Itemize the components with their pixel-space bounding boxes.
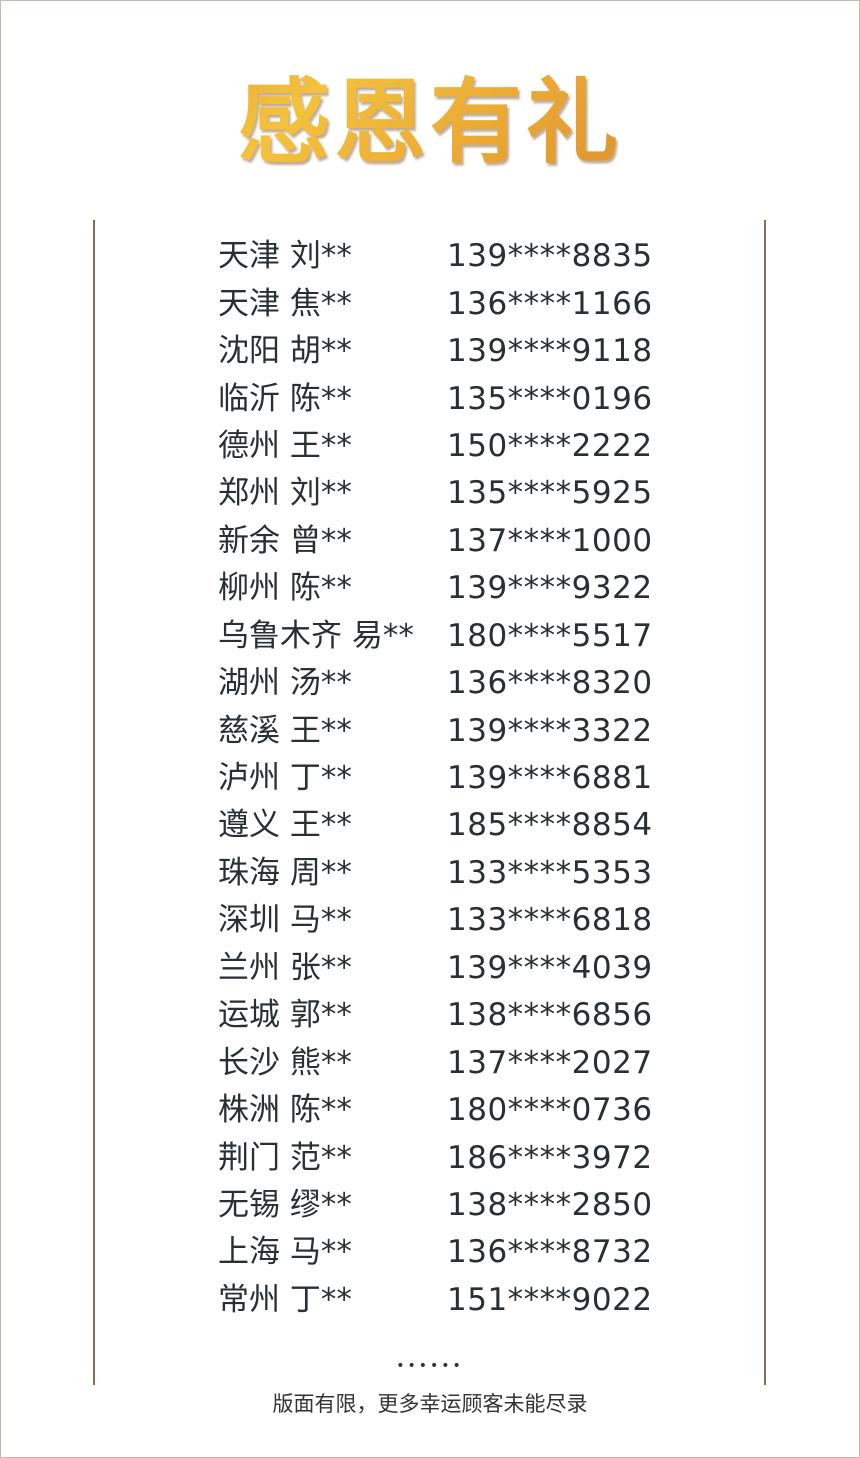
winner-row: 郑州 刘** 135****5925 — [218, 470, 653, 517]
winner-phone: 138****2850 — [447, 1186, 653, 1223]
page-title: 感恩有礼 — [0, 62, 860, 182]
winner-name: 珠海 周** — [218, 854, 352, 891]
winner-phone: 138****6856 — [447, 997, 653, 1034]
winner-row: 兰州 张** 139****4039 — [218, 945, 653, 992]
winner-phone: 139****9118 — [447, 333, 653, 370]
winner-name: 德州 王** — [218, 427, 352, 464]
winner-phone: 151****9022 — [447, 1281, 653, 1318]
winner-row: 沈阳 胡** 139****9118 — [218, 328, 653, 375]
winner-row: 荆门 范** 186****3972 — [218, 1134, 653, 1181]
winner-name: 泸州 丁** — [218, 760, 352, 797]
winner-phone: 133****6818 — [447, 902, 653, 939]
winner-phone: 137****2027 — [447, 1044, 653, 1081]
winner-name: 常州 丁** — [218, 1281, 352, 1318]
winner-phone: 136****8320 — [447, 665, 653, 702]
winner-row: 天津 刘** 139****8835 — [218, 233, 653, 280]
winner-name: 柳州 陈** — [218, 570, 352, 607]
winner-row: 德州 王** 150****2222 — [218, 423, 653, 470]
winner-name: 兰州 张** — [218, 949, 352, 986]
winner-row: 株洲 陈** 180****0736 — [218, 1087, 653, 1134]
winner-list: 天津 刘** 139****8835 天津 焦** 136****1166 沈阳 胡**… — [218, 233, 653, 1324]
winner-name: 长沙 熊** — [218, 1044, 352, 1081]
winner-phone: 150****2222 — [447, 427, 653, 464]
winner-phone: 135****5925 — [447, 475, 653, 512]
ellipsis-dots: •••••• — [396, 1358, 464, 1374]
winner-name: 无锡 缪** — [218, 1186, 352, 1223]
right-divider — [764, 220, 766, 1385]
winner-name: 上海 马** — [218, 1234, 352, 1271]
winner-name: 荆门 范** — [218, 1139, 352, 1176]
winner-phone: 186****3972 — [447, 1139, 653, 1176]
winner-row: 遵义 王** 185****8854 — [218, 802, 653, 849]
footer-note: 版面有限，更多幸运顾客未能尽录 — [272, 1392, 588, 1416]
winner-name: 新余 曾** — [218, 522, 352, 559]
winner-phone: 180****5517 — [447, 617, 653, 654]
winner-phone: 139****8835 — [447, 238, 653, 275]
winner-phone: 139****9322 — [447, 570, 653, 607]
winner-name: 遵义 王** — [218, 807, 352, 844]
winner-phone: 180****0736 — [447, 1092, 653, 1129]
winner-row: 慈溪 王** 139****3322 — [218, 707, 653, 754]
winner-row: 无锡 缪** 138****2850 — [218, 1182, 653, 1229]
winner-phone: 139****4039 — [447, 949, 653, 986]
winner-phone: 136****8732 — [447, 1234, 653, 1271]
left-divider — [93, 220, 95, 1385]
winner-phone: 136****1166 — [447, 285, 653, 322]
winner-phone: 137****1000 — [447, 522, 653, 559]
winner-phone: 185****8854 — [447, 807, 653, 844]
winner-row: 柳州 陈** 139****9322 — [218, 565, 653, 612]
winner-name: 运城 郭** — [218, 997, 352, 1034]
winner-phone: 135****0196 — [447, 380, 653, 417]
winner-row: 泸州 丁** 139****6881 — [218, 755, 653, 802]
winner-name: 株洲 陈** — [218, 1092, 352, 1129]
winner-phone: 133****5353 — [447, 854, 653, 891]
winner-name: 慈溪 王** — [218, 712, 352, 749]
winner-phone: 139****6881 — [447, 760, 653, 797]
winner-row: 运城 郭** 138****6856 — [218, 992, 653, 1039]
winner-name: 湖州 汤** — [218, 665, 352, 702]
winner-row: 上海 马** 136****8732 — [218, 1229, 653, 1276]
winner-row: 乌鲁木齐 易** 180****5517 — [218, 613, 653, 660]
winner-row: 常州 丁** 151****9022 — [218, 1277, 653, 1324]
winner-name: 临沂 陈** — [218, 380, 352, 417]
winner-row: 珠海 周** 133****5353 — [218, 850, 653, 897]
winner-row: 新余 曾** 137****1000 — [218, 518, 653, 565]
winner-name: 深圳 马** — [218, 902, 352, 939]
winner-name: 乌鲁木齐 易** — [218, 617, 414, 654]
winner-row: 湖州 汤** 136****8320 — [218, 660, 653, 707]
winner-phone: 139****3322 — [447, 712, 653, 749]
winner-name: 郑州 刘** — [218, 475, 352, 512]
winner-row: 深圳 马** 133****6818 — [218, 897, 653, 944]
winner-row: 天津 焦** 136****1166 — [218, 280, 653, 327]
winner-row: 临沂 陈** 135****0196 — [218, 375, 653, 422]
winner-name: 沈阳 胡** — [218, 333, 352, 370]
winner-name: 天津 刘** — [218, 238, 352, 275]
winner-name: 天津 焦** — [218, 285, 352, 322]
winner-row: 长沙 熊** 137****2027 — [218, 1039, 653, 1086]
